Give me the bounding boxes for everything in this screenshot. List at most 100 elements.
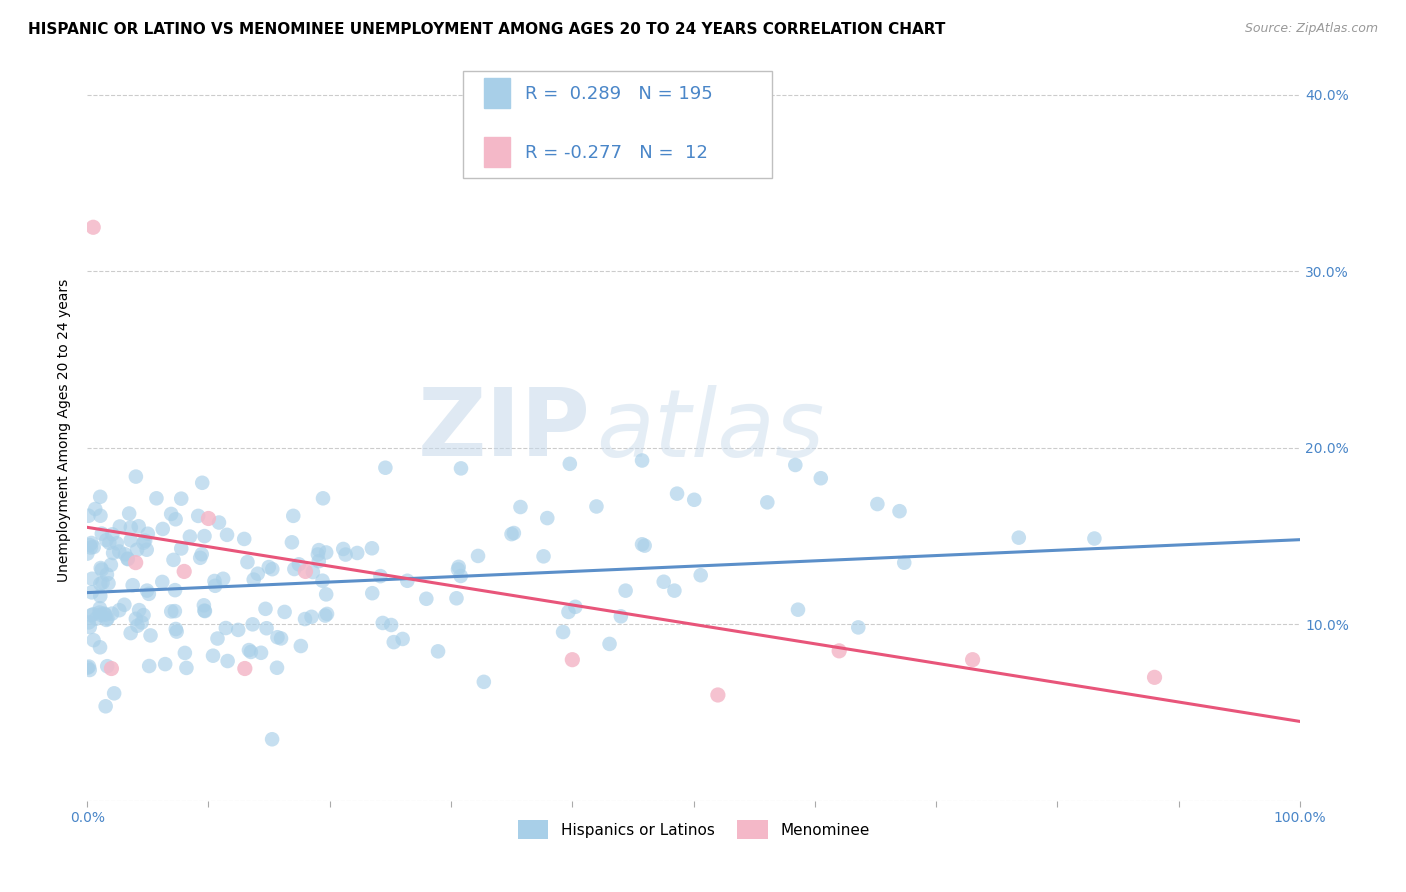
Point	[82, 220, 104, 235]
Point	[208, 516, 231, 530]
Point	[250, 646, 273, 660]
Point	[689, 568, 711, 582]
Point	[256, 621, 278, 635]
Point	[190, 547, 212, 561]
Point	[162, 553, 184, 567]
Point	[76, 547, 98, 561]
Point	[311, 574, 333, 588]
Point	[101, 527, 124, 541]
Point	[246, 566, 269, 581]
Point	[96, 567, 118, 582]
Point	[83, 633, 105, 648]
Point	[76, 661, 98, 675]
Point	[91, 575, 114, 590]
Point	[80, 608, 103, 623]
Point	[288, 558, 311, 572]
Point	[666, 486, 689, 500]
Point	[166, 624, 188, 639]
Point	[273, 605, 295, 619]
Point	[163, 604, 186, 618]
Point	[302, 565, 325, 579]
Point	[301, 609, 323, 624]
Point	[132, 608, 155, 623]
Point	[236, 555, 259, 569]
Point	[193, 529, 215, 543]
Point	[634, 539, 657, 553]
Point	[262, 732, 284, 747]
Point	[380, 618, 402, 632]
Point	[893, 556, 915, 570]
Y-axis label: Unemployment Among Ages 20 to 24 years: Unemployment Among Ages 20 to 24 years	[58, 278, 72, 582]
Point	[173, 646, 195, 660]
Point	[179, 530, 201, 544]
Point	[396, 574, 419, 588]
Point	[202, 648, 225, 663]
Point	[80, 541, 103, 555]
Point	[382, 635, 405, 649]
Point	[77, 659, 100, 673]
Point	[89, 577, 111, 591]
Point	[233, 532, 256, 546]
Text: R = -0.277   N =  12: R = -0.277 N = 12	[524, 144, 707, 161]
FancyBboxPatch shape	[484, 78, 510, 108]
Point	[120, 626, 142, 640]
Point	[371, 615, 394, 630]
Point	[561, 653, 583, 667]
Point	[79, 620, 101, 634]
Point	[391, 632, 413, 646]
Point	[810, 471, 832, 485]
Point	[551, 625, 574, 640]
Point	[307, 548, 329, 562]
Point	[90, 563, 112, 577]
Point	[117, 551, 139, 566]
Point	[125, 542, 148, 557]
Point	[346, 546, 368, 560]
Point	[136, 526, 159, 541]
Point	[226, 623, 249, 637]
Point	[233, 661, 256, 675]
Point	[314, 608, 336, 623]
Point	[96, 659, 118, 673]
Point	[152, 522, 174, 536]
Point	[294, 612, 316, 626]
Point	[585, 500, 607, 514]
Point	[194, 604, 217, 618]
Point	[153, 657, 176, 672]
Point	[83, 540, 105, 554]
Point	[120, 520, 142, 534]
Text: ZIP: ZIP	[418, 384, 591, 476]
Point	[283, 562, 305, 576]
Point	[1143, 670, 1166, 684]
Point	[536, 511, 558, 525]
Point	[558, 457, 581, 471]
Point	[962, 653, 984, 667]
Point	[599, 637, 621, 651]
Point	[446, 591, 468, 606]
Point	[139, 628, 162, 642]
Point	[239, 645, 262, 659]
Point	[84, 612, 107, 626]
Point	[135, 542, 157, 557]
Point	[160, 507, 183, 521]
Point	[447, 562, 470, 576]
Point	[335, 548, 357, 562]
Point	[117, 552, 139, 566]
Point	[427, 644, 450, 658]
Point	[118, 507, 141, 521]
Point	[266, 630, 288, 644]
Text: Source: ZipAtlas.com: Source: ZipAtlas.com	[1244, 22, 1378, 36]
Point	[188, 550, 211, 565]
Point	[207, 632, 229, 646]
Point	[828, 644, 851, 658]
Point	[294, 565, 316, 579]
Point	[361, 586, 384, 600]
Point	[204, 574, 226, 588]
Point	[101, 546, 124, 560]
Point	[160, 604, 183, 618]
Point	[101, 607, 124, 621]
Point	[145, 491, 167, 506]
Point	[127, 618, 149, 632]
Text: R =  0.289   N = 195: R = 0.289 N = 195	[524, 85, 713, 103]
Point	[191, 475, 214, 490]
Point	[557, 605, 579, 619]
